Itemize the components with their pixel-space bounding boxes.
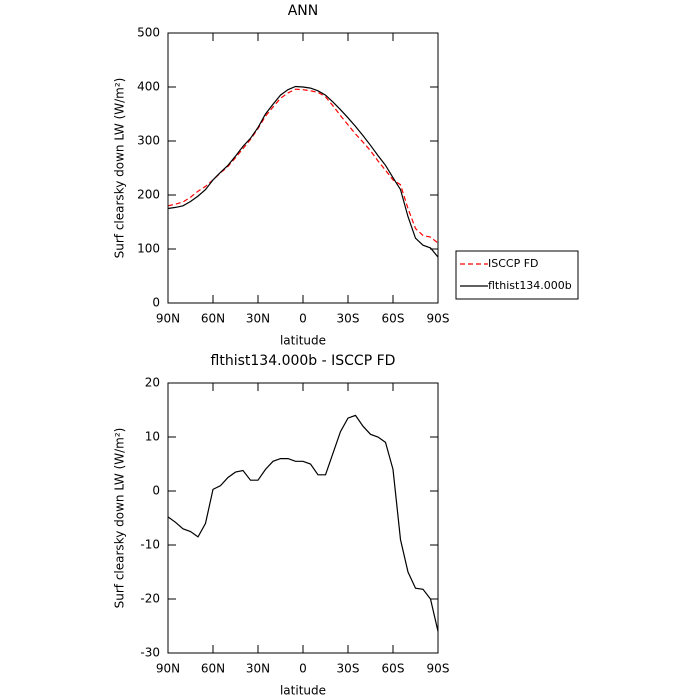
x-tick-label: 0 [299,662,307,676]
data-line [167,85,439,258]
x-tick-label: 30N [246,312,270,326]
y-tick-label: 400 [137,80,160,94]
legend-label: ISCCP FD [488,257,539,270]
data-line [167,88,439,244]
x-tick-label: 90S [427,312,450,326]
x-axis-label: latitude [280,684,326,698]
panel: flthist134.000b - ISCCP FD latitude Surf c… [113,353,450,698]
x-tick-label: 90N [156,312,180,326]
y-tick-label: 20 [145,376,160,390]
y-tick-label: 0 [152,484,160,498]
x-tick-label: 30S [337,662,360,676]
y-tick-label: -10 [140,538,160,552]
plot-frame [167,32,439,304]
legend-label: flthist134.000b [488,279,572,292]
x-tick-label: 90S [427,662,450,676]
y-tick-label: -20 [140,592,160,606]
x-tick-label: 30N [246,662,270,676]
x-tick-label: 0 [299,312,307,326]
y-tick-label: 300 [137,134,160,148]
chart-title: ANN [288,3,319,19]
y-tick-label: 500 [137,26,160,40]
y-axis-label: Surf clearsky down LW (W/m²) [113,428,127,609]
x-tick-label: 30S [337,312,360,326]
y-axis-label: Surf clearsky down LW (W/m²) [113,78,127,259]
x-tick-label: 60N [201,312,225,326]
x-tick-label: 60S [382,662,405,676]
y-tick-label: 200 [137,188,160,202]
y-tick-label: 100 [137,242,160,256]
x-tick-label: 60S [382,312,405,326]
chart-title: flthist134.000b - ISCCP FD [211,353,396,369]
legend-box [455,250,579,300]
y-tick-label: 10 [145,430,160,444]
y-tick-label: 0 [152,296,160,310]
x-tick-label: 90N [156,662,180,676]
plot-frame [167,382,439,654]
x-tick-label: 60N [201,662,225,676]
data-line [167,414,439,632]
panel: ANN latitude Surf clearsky down LW (W/m²) 0… [113,3,579,348]
y-tick-label: -30 [140,646,160,660]
x-axis-label: latitude [280,334,326,348]
